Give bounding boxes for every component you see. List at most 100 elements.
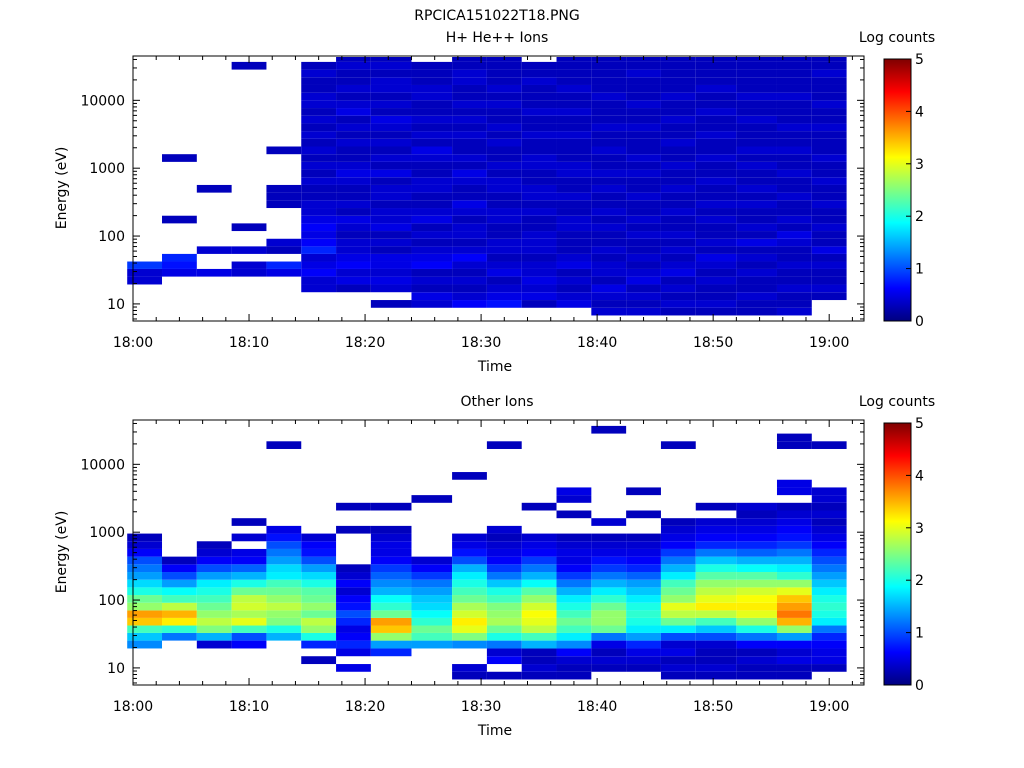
spectrogram-cell [411, 161, 453, 170]
spectrogram-cell [452, 617, 487, 626]
spectrogram-cell [266, 548, 302, 557]
spectrogram-cell [452, 208, 487, 216]
spectrogram-cell [370, 84, 412, 93]
spectrogram-cell [776, 92, 812, 101]
spectrogram-cell [266, 617, 302, 626]
spectrogram-cell [162, 268, 197, 277]
spectrogram-cell [811, 123, 847, 132]
spectrogram-cell [521, 664, 557, 672]
spectrogram-cell [660, 541, 696, 549]
spectrogram-cell [811, 610, 847, 618]
spectrogram-cell [736, 292, 777, 301]
spectrogram-cell [776, 69, 812, 78]
spectrogram-cell [660, 92, 696, 101]
spectrogram-cell [411, 223, 453, 232]
spectrogram-cell [521, 300, 557, 308]
spectrogram-cell [811, 231, 847, 239]
spectrogram-cell [695, 307, 737, 316]
spectrogram-cell [695, 300, 737, 308]
spectrogram-cell [127, 610, 163, 618]
spectrogram-cell [695, 57, 737, 62]
spectrogram-cell [776, 292, 812, 301]
spectrogram-cell [521, 138, 557, 147]
spectrogram-cell [591, 57, 627, 62]
spectrogram-cell [486, 671, 522, 680]
spectrogram-cell [591, 307, 627, 316]
spectrogram-cell [231, 617, 267, 626]
spectrogram-cell [591, 648, 627, 657]
spectrogram-cell [626, 138, 661, 147]
spectrogram-cell [127, 541, 163, 549]
spectrogram-cell [370, 61, 412, 70]
spectrogram-cell [266, 533, 302, 542]
spectrogram-cell [521, 284, 557, 293]
spectrogram-cell [196, 632, 232, 641]
spectrogram-cell [411, 192, 453, 201]
spectrogram-cell [486, 108, 522, 116]
spectrogram-cell [695, 518, 737, 526]
spectrogram-cell [411, 595, 453, 603]
spectrogram-cell [411, 632, 453, 641]
spectrogram-cell [336, 200, 371, 209]
spectrogram-cell [486, 595, 522, 603]
spectrogram-cell [591, 425, 627, 434]
spectrogram-cell [660, 518, 696, 526]
spectrogram-cell [626, 108, 661, 116]
spectrogram-cell [411, 246, 453, 254]
spectrogram-cell [776, 602, 812, 611]
spectrogram-cell [127, 548, 163, 557]
spectrogram-cell [556, 276, 592, 285]
spectrogram-cell [411, 556, 453, 565]
spectrogram-cell [336, 238, 371, 247]
spectrogram-cell [736, 154, 777, 162]
spectrogram-cell [411, 564, 453, 573]
spectrogram-cell [336, 77, 371, 85]
spectrogram-cell [695, 525, 737, 534]
x-tick-label: 18:50 [693, 335, 733, 351]
spectrogram-cell [811, 548, 847, 557]
spectrogram-cell [811, 268, 847, 277]
spectrogram-cell [301, 632, 337, 641]
spectrogram-cell [811, 518, 847, 526]
spectrogram-cell [695, 284, 737, 293]
spectrogram-cell [301, 161, 337, 170]
spectrogram-cell [626, 632, 661, 641]
spectrogram-cell [591, 617, 627, 626]
spectrogram-cell [521, 131, 557, 139]
spectrogram-cell [452, 192, 487, 201]
spectrogram-cell [370, 238, 412, 247]
spectrogram-cell [776, 268, 812, 277]
spectrogram-cell [695, 502, 737, 511]
spectrogram-cell [486, 77, 522, 85]
spectrogram-cell [162, 253, 197, 262]
spectrogram-cell [370, 123, 412, 132]
spectrogram-cell [660, 238, 696, 247]
spectrogram-cell [231, 548, 267, 557]
spectrogram-cell [695, 84, 737, 93]
spectrogram-cell [556, 632, 592, 641]
y-tick-label: 1000 [89, 525, 125, 541]
spectrogram-cell [370, 192, 412, 201]
spectrogram-cell [695, 595, 737, 603]
spectrogram-cell [695, 177, 737, 185]
spectrogram-cell [370, 602, 412, 611]
spectrogram-cell [486, 115, 522, 124]
spectrogram-cell [660, 556, 696, 565]
spectrogram-cell [626, 208, 661, 216]
spectrogram-cell [452, 268, 487, 277]
spectrogram-cell [301, 169, 337, 178]
spectrogram-cell [776, 223, 812, 232]
spectrogram-cell [811, 208, 847, 216]
spectrogram-cell [626, 92, 661, 101]
spectrogram-cell [486, 541, 522, 549]
spectrogram-cell [736, 268, 777, 277]
spectrogram-cell [811, 556, 847, 565]
spectrogram-cell [736, 625, 777, 633]
spectrogram-cell [336, 154, 371, 162]
spectrogram-cell [452, 100, 487, 109]
spectrogram-cell [336, 115, 371, 124]
spectrogram-cell [231, 579, 267, 588]
spectrogram-cell [336, 123, 371, 132]
spectrogram-cell [486, 246, 522, 254]
spectrogram-cell [452, 200, 487, 209]
